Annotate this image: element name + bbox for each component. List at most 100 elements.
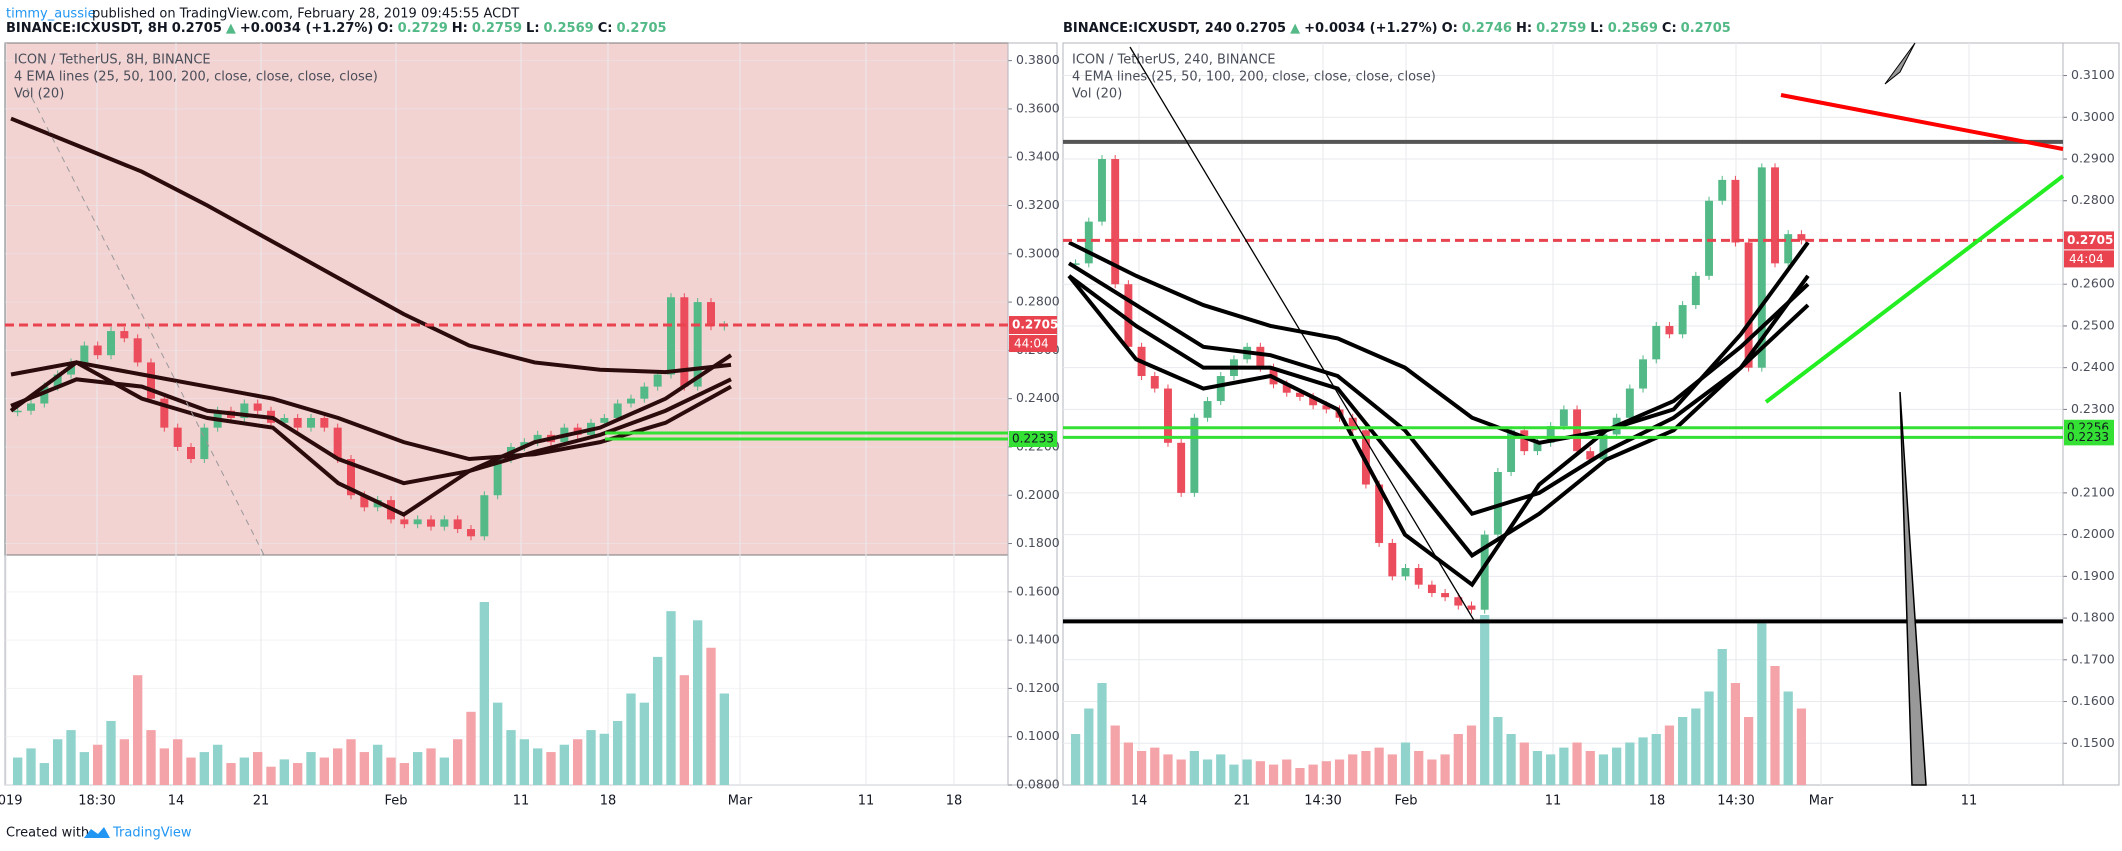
x-tick-label: Mar (728, 794, 753, 809)
y-tick-label: 0.1500 (2071, 735, 2115, 750)
volume-bar (1743, 717, 1754, 785)
candle (1480, 534, 1489, 610)
wedge (1899, 391, 1927, 786)
volume-bar (426, 748, 436, 785)
candle (1599, 434, 1608, 460)
candle (1691, 275, 1700, 306)
symbol-part: ▲ (226, 21, 236, 36)
y-tick-label: 0.1900 (2071, 568, 2115, 583)
symbol-part: L: (1590, 21, 1603, 36)
candle (1098, 159, 1106, 222)
candle (147, 362, 155, 399)
price-tag-label: 0.2705 (1012, 318, 1058, 332)
volume-bar (1110, 725, 1120, 785)
countdown-label: 44:04 (2069, 252, 2104, 266)
ema-line (9, 353, 733, 517)
volume-bar (106, 720, 116, 785)
candle (1652, 325, 1661, 360)
volume-bar (359, 752, 369, 785)
volume-bar (79, 752, 89, 785)
y-tick-label: 0.3400 (1016, 149, 1060, 164)
y-tick-label: 0.1800 (2071, 610, 2115, 625)
volume-bar (1796, 708, 1807, 785)
candle (1784, 234, 1793, 264)
candle (1164, 388, 1172, 443)
candle (280, 417, 289, 423)
volume-bar (53, 739, 63, 785)
countdown-tag (1009, 335, 1057, 353)
volume-bar (493, 702, 503, 785)
volume-bar (1348, 754, 1358, 785)
candle (173, 427, 182, 447)
volume-bar (626, 693, 636, 785)
volume-bar (399, 763, 409, 785)
volume-bar (1585, 751, 1595, 785)
volume-bar (1427, 759, 1437, 785)
y-tick-label: 0.3100 (2071, 67, 2115, 82)
volume-bar (1308, 764, 1318, 785)
legend-line: 4 EMA lines (25, 50, 100, 200, close, cl… (14, 70, 378, 85)
candle (307, 417, 315, 428)
volume-bar (1176, 759, 1186, 785)
volume-bar (1361, 751, 1371, 785)
y-tick-label: 0.3600 (1016, 100, 1060, 115)
footer-brand[interactable]: TradingView (112, 826, 192, 841)
volume-bar (546, 752, 556, 785)
candle (680, 297, 689, 387)
candle (600, 417, 609, 423)
volume-bar (1229, 764, 1239, 785)
candle (1322, 405, 1331, 410)
volume-bar (1334, 759, 1345, 785)
author[interactable]: timmy_aussie (6, 7, 96, 22)
x-tick-label: 14 (1131, 794, 1148, 809)
candle (640, 386, 649, 399)
volume-bar (1321, 761, 1331, 785)
volume-bar (706, 647, 716, 785)
candle (480, 495, 489, 537)
volume-bar (1664, 725, 1675, 785)
volume-bar (466, 711, 476, 785)
volume-bar (346, 739, 356, 785)
y-tick-label: 0.3800 (1016, 52, 1060, 67)
candle (1586, 451, 1595, 460)
candle (427, 519, 435, 527)
symbol-part: C: (1662, 21, 1677, 36)
candle (1744, 242, 1753, 368)
volume-bar (533, 748, 543, 785)
volume-bar (639, 702, 649, 785)
ema-line (1067, 274, 1810, 559)
symbol-part: ▲ (1290, 21, 1300, 36)
candle (1705, 200, 1713, 276)
volume-bar (1150, 747, 1160, 785)
candle (1507, 430, 1516, 473)
volume-bar (1084, 708, 1094, 785)
y-tick-label: 0.2000 (1016, 487, 1060, 502)
symbol-part: +0.0034 (+1.27%) (1304, 21, 1437, 36)
y-tick-label: 0.3000 (2071, 109, 2115, 124)
x-tick-label: 14:30 (1304, 794, 1341, 809)
symbol-part: +0.0034 (+1.27%) (240, 21, 373, 36)
candle (200, 427, 209, 460)
symbol-part: 0.2705 (172, 21, 222, 36)
candle (1559, 409, 1568, 427)
y-tick-label: 0.2800 (1016, 294, 1060, 309)
symbol-part: 0.2705 (1681, 21, 1731, 36)
candle (1520, 430, 1529, 452)
candle (1718, 179, 1727, 201)
candle (1678, 305, 1687, 335)
volume-bar (1717, 649, 1727, 785)
candle (1375, 484, 1384, 543)
volume-bar (413, 752, 423, 785)
candle (347, 459, 355, 496)
y-tick-label: 0.1000 (1016, 728, 1060, 743)
symbol-part: 0.2759 (472, 21, 522, 36)
symbol-part: 0.2729 (398, 21, 448, 36)
candle (1282, 384, 1291, 393)
volume-bar (1163, 754, 1173, 785)
price-tag-label: 0.2705 (2067, 233, 2113, 247)
y-tick-label: 0.2400 (2071, 359, 2115, 374)
volume-bar (1704, 691, 1714, 785)
volume-bar (319, 757, 329, 785)
volume-bar (333, 748, 343, 785)
volume-bar (1414, 751, 1424, 785)
